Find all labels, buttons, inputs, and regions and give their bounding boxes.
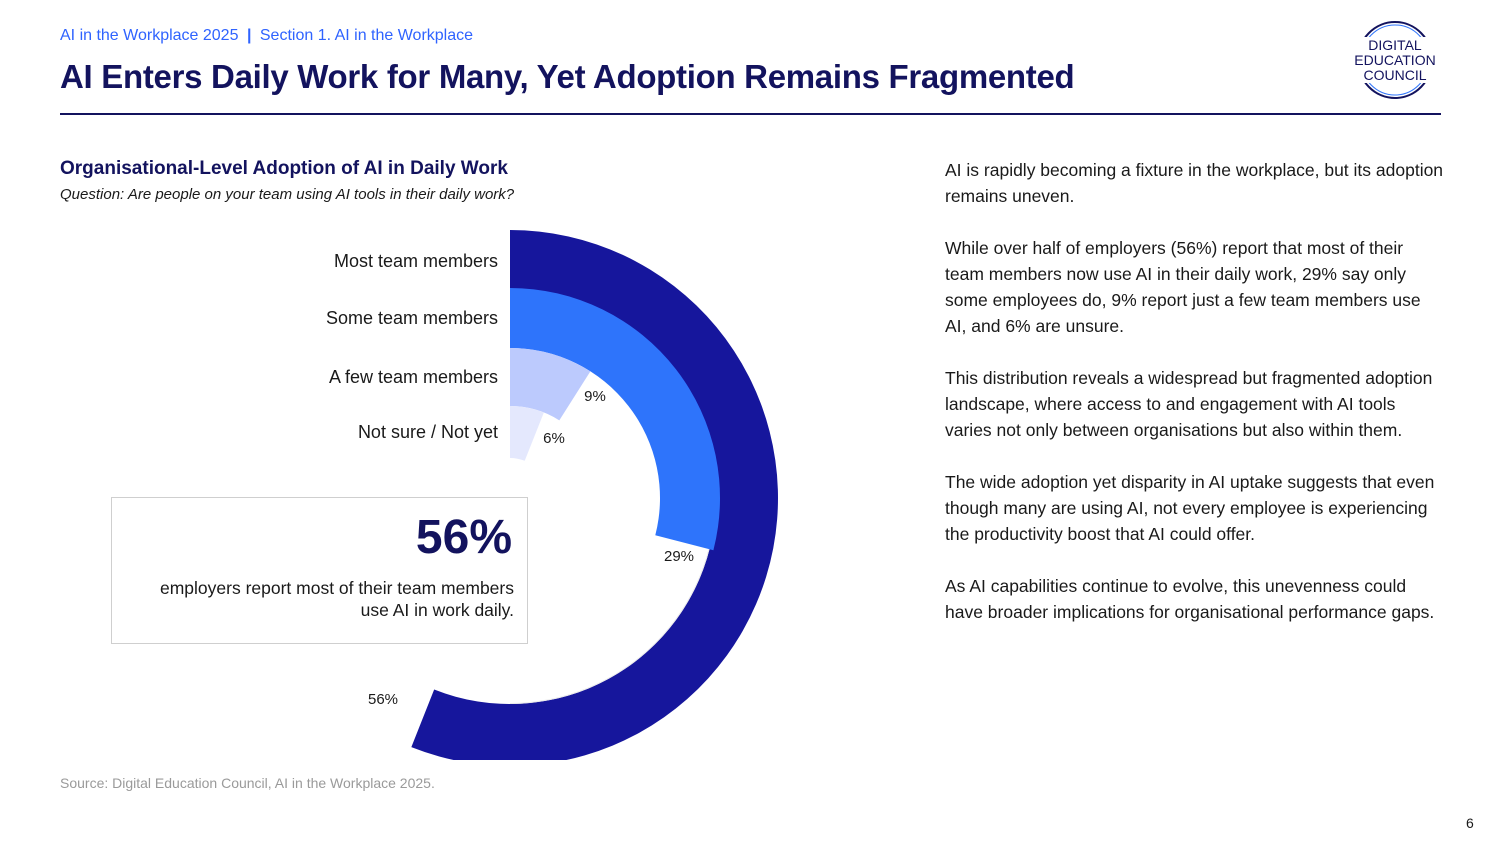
key-stat-caption: employers report most of their team memb… xyxy=(159,578,514,620)
digital-education-council-logo: DIGITAL EDUCATION COUNCIL xyxy=(1345,21,1445,99)
category-label-not-sure-not-yet: Not sure / Not yet xyxy=(358,422,498,442)
category-label-a-few-team-members: A few team members xyxy=(329,367,498,387)
breadcrumb-section: Section 1. AI in the Workplace xyxy=(259,27,474,44)
value-label-most-team-members: 56% xyxy=(368,691,398,708)
breadcrumb-report: AI in the Workplace 2025 xyxy=(60,27,239,44)
title-divider xyxy=(60,113,1441,115)
key-stat-callout: 56% employers report most of their team … xyxy=(111,497,528,644)
page-number: 6 xyxy=(1466,815,1474,831)
chart-subtitle: Question: Are people on your team using … xyxy=(60,186,515,203)
value-label-not-sure-not-yet: 6% xyxy=(543,430,565,447)
logo-text-line-2: EDUCATION xyxy=(1354,52,1435,68)
category-label-some-team-members: Some team members xyxy=(326,308,498,328)
value-label-a-few-team-members: 9% xyxy=(584,388,606,405)
commentary-paragraph-2: While over half of employers (56%) repor… xyxy=(945,238,1421,336)
radial-bar-chart: Most team members 56% Some team members 29%… xyxy=(326,230,778,760)
logo-text-line-3: COUNCIL xyxy=(1363,67,1426,83)
breadcrumb-separator: | xyxy=(246,27,252,44)
commentary-paragraph-3: This distribution reveals a widespread b… xyxy=(945,368,1433,440)
category-label-most-team-members: Most team members xyxy=(334,251,498,271)
commentary-paragraph-1: AI is rapidly becoming a fixture in the … xyxy=(945,160,1444,206)
breadcrumb: AI in the Workplace 2025 | Section 1. AI… xyxy=(60,27,473,45)
bar-most-team-members xyxy=(411,230,778,760)
page-title: AI Enters Daily Work for Many, Yet Adopt… xyxy=(60,58,1075,95)
bar-a-few-team-members xyxy=(510,348,591,421)
source-note: Source: Digital Education Council, AI in… xyxy=(60,775,435,791)
commentary-paragraph-4: The wide adoption yet disparity in AI up… xyxy=(945,472,1435,544)
bar-some-team-members xyxy=(510,288,720,551)
key-stat-value: 56% xyxy=(415,511,512,564)
bar-not-sure-not-yet xyxy=(510,406,544,461)
value-label-some-team-members: 29% xyxy=(664,548,694,565)
chart-title: Organisational-Level Adoption of AI in D… xyxy=(60,158,508,179)
commentary: AI is rapidly becoming a fixture in the … xyxy=(945,157,1445,651)
commentary-paragraph-5: As AI capabilities continue to evolve, t… xyxy=(945,576,1435,622)
logo-text-line-1: DIGITAL xyxy=(1368,37,1422,53)
